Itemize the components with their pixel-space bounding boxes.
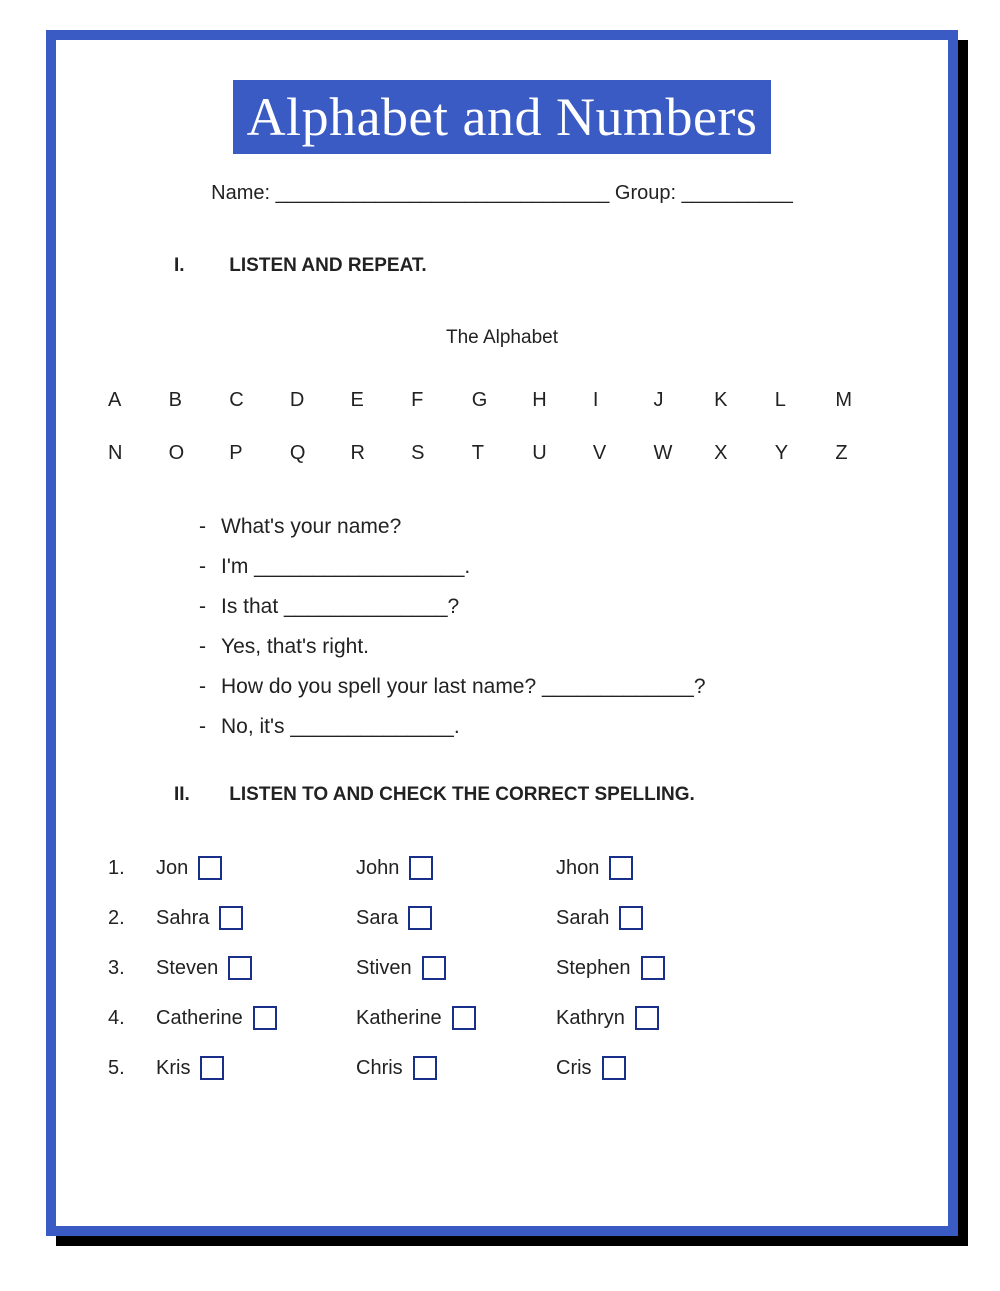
spelling-row: 5. Kris Chris Cris — [104, 1056, 900, 1080]
option-label: Katherine — [356, 1007, 442, 1030]
letter: J — [654, 389, 715, 412]
row-number: 2. — [104, 907, 156, 930]
dialogue-text: What's your name? — [221, 515, 401, 538]
option-label: Chris — [356, 1057, 403, 1080]
dialogue-text: I'm __________________. — [221, 555, 470, 578]
option-label: Stiven — [356, 957, 412, 980]
option-label: Jon — [156, 857, 188, 880]
dialogue-text: No, it's ______________. — [221, 715, 460, 738]
section-2-heading: II. LISTEN TO AND CHECK THE CORRECT SPEL… — [174, 784, 900, 806]
letter: L — [775, 389, 836, 412]
row-number: 1. — [104, 857, 156, 880]
option-label: Stephen — [556, 957, 631, 980]
letter: C — [229, 389, 290, 412]
dialogue-line: -No, it's ______________. — [199, 715, 900, 739]
checkbox[interactable] — [635, 1006, 659, 1030]
dialogue-line: -Yes, that's right. — [199, 635, 900, 659]
letter: Y — [775, 442, 836, 465]
section-1-heading: I. LISTEN AND REPEAT. — [174, 255, 900, 277]
spelling-list: 1. Jon John Jhon 2. Sahra Sara Sarah 3. … — [104, 856, 900, 1080]
section-2-text: LISTEN TO AND CHECK THE CORRECT SPELLING… — [229, 784, 695, 805]
letter: E — [350, 389, 411, 412]
spelling-row: 2. Sahra Sara Sarah — [104, 906, 900, 930]
alphabet-title: The Alphabet — [104, 327, 900, 349]
dialogue-line: -Is that ______________? — [199, 595, 900, 619]
option-label: Sahra — [156, 907, 209, 930]
letter: K — [714, 389, 775, 412]
letter: F — [411, 389, 472, 412]
checkbox[interactable] — [422, 956, 446, 980]
dialogue-block: -What's your name? -I'm ________________… — [199, 515, 900, 739]
checkbox[interactable] — [641, 956, 665, 980]
option-label: Sarah — [556, 907, 609, 930]
letter: Q — [290, 442, 351, 465]
option-label: Kathryn — [556, 1007, 625, 1030]
checkbox[interactable] — [228, 956, 252, 980]
option-label: Sara — [356, 907, 398, 930]
letter: D — [290, 389, 351, 412]
letter: G — [472, 389, 533, 412]
letter: V — [593, 442, 654, 465]
checkbox[interactable] — [219, 906, 243, 930]
spelling-row: 4. Catherine Katherine Kathryn — [104, 1006, 900, 1030]
name-label: Name: — [211, 182, 270, 204]
letter: O — [169, 442, 230, 465]
name-group-line: Name: ______________________________ Gro… — [104, 182, 900, 205]
group-blank[interactable]: __________ — [682, 182, 793, 204]
letter: P — [229, 442, 290, 465]
spelling-row: 3. Steven Stiven Stephen — [104, 956, 900, 980]
checkbox[interactable] — [200, 1056, 224, 1080]
checkbox[interactable] — [409, 856, 433, 880]
row-number: 5. — [104, 1057, 156, 1080]
letter: N — [108, 442, 169, 465]
checkbox[interactable] — [609, 856, 633, 880]
letter: A — [108, 389, 169, 412]
section-2-roman: II. — [174, 784, 224, 806]
option-label: Kris — [156, 1057, 190, 1080]
row-number: 4. — [104, 1007, 156, 1030]
letter: B — [169, 389, 230, 412]
checkbox[interactable] — [413, 1056, 437, 1080]
option-label: Catherine — [156, 1007, 243, 1030]
checkbox[interactable] — [408, 906, 432, 930]
checkbox[interactable] — [253, 1006, 277, 1030]
letter: W — [654, 442, 715, 465]
letter: S — [411, 442, 472, 465]
letter: I — [593, 389, 654, 412]
letter: T — [472, 442, 533, 465]
dialogue-text: How do you spell your last name? _______… — [221, 675, 706, 698]
letter: X — [714, 442, 775, 465]
checkbox[interactable] — [452, 1006, 476, 1030]
option-label: Cris — [556, 1057, 592, 1080]
letter: Z — [835, 442, 896, 465]
alphabet-grid: A B C D E F G H I J K L M N O P Q R S T … — [104, 389, 900, 465]
option-label: Jhon — [556, 857, 599, 880]
checkbox[interactable] — [602, 1056, 626, 1080]
row-number: 3. — [104, 957, 156, 980]
letter: M — [835, 389, 896, 412]
page-title: Alphabet and Numbers — [233, 80, 772, 154]
option-label: Steven — [156, 957, 218, 980]
group-label: Group: — [615, 182, 676, 204]
dialogue-line: -What's your name? — [199, 515, 900, 539]
dialogue-line: -How do you spell your last name? ______… — [199, 675, 900, 699]
worksheet-page: Alphabet and Numbers Name: _____________… — [46, 30, 958, 1236]
section-1-roman: I. — [174, 255, 224, 277]
option-label: John — [356, 857, 399, 880]
dialogue-line: -I'm __________________. — [199, 555, 900, 579]
name-blank[interactable]: ______________________________ — [276, 182, 610, 204]
letter: H — [532, 389, 593, 412]
letter: R — [350, 442, 411, 465]
spelling-row: 1. Jon John Jhon — [104, 856, 900, 880]
dialogue-text: Yes, that's right. — [221, 635, 369, 658]
section-1-text: LISTEN AND REPEAT. — [229, 255, 426, 276]
dialogue-text: Is that ______________? — [221, 595, 459, 618]
checkbox[interactable] — [619, 906, 643, 930]
letter: U — [532, 442, 593, 465]
checkbox[interactable] — [198, 856, 222, 880]
